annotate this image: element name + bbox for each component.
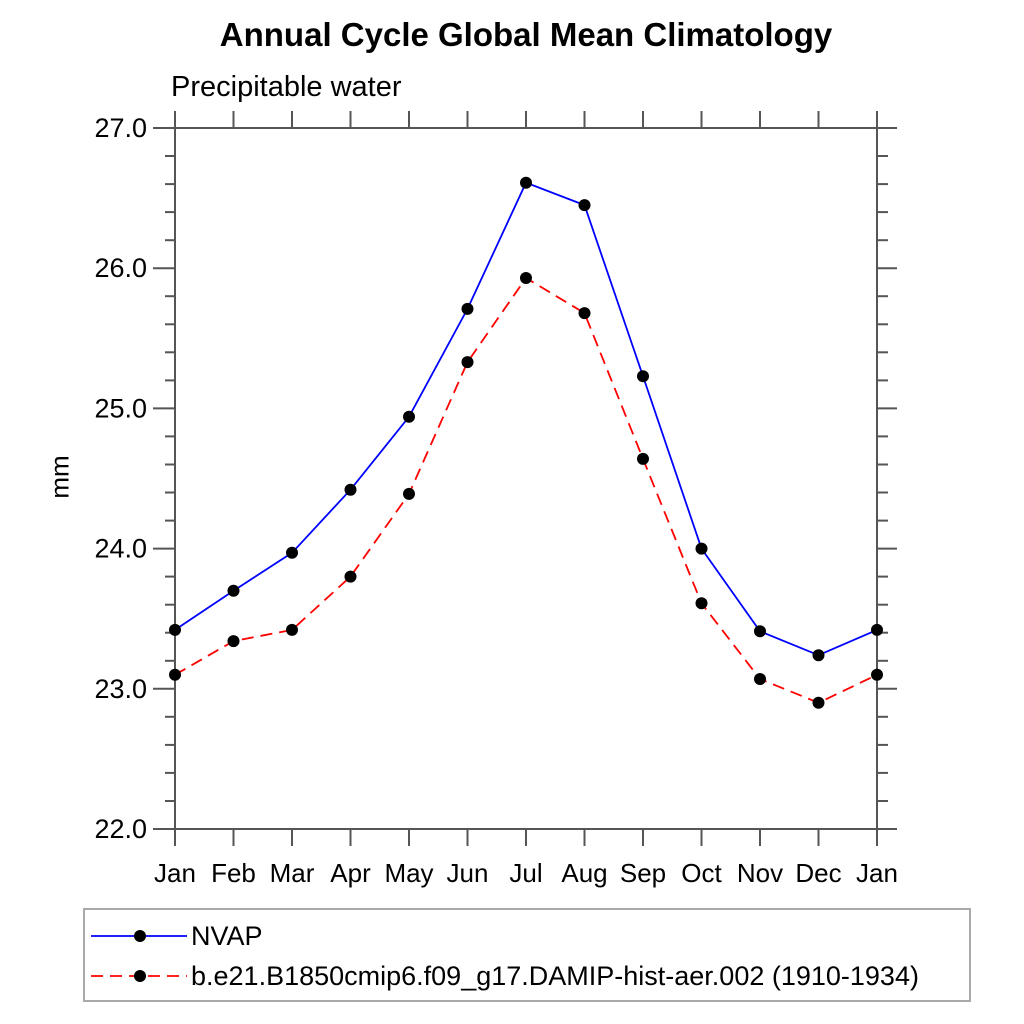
- data-point-series-0: [871, 623, 883, 636]
- data-point-series-1: [344, 570, 357, 583]
- y-tick-label: 25.0: [94, 393, 147, 423]
- plot-frame: [174, 127, 878, 830]
- x-tick-label: Nov: [737, 858, 783, 888]
- y-tick-label: 26.0: [94, 253, 147, 283]
- data-point-series-0: [695, 542, 708, 555]
- data-point-series-0: [461, 302, 474, 315]
- data-point-series-0: [520, 176, 532, 189]
- legend-box: NVAP b.e21.B1850cmip6.f09_g17.DAMIP-hist…: [83, 908, 971, 1002]
- data-point-series-0: [227, 584, 240, 597]
- chart-title: Annual Cycle Global Mean Climatology: [219, 16, 833, 53]
- data-point-series-1: [695, 597, 708, 610]
- series-line-1: [174, 276, 878, 704]
- data-point-series-1: [403, 487, 415, 500]
- data-point-series-1: [637, 452, 649, 465]
- data-point-series-1: [169, 668, 181, 681]
- data-point-series-0: [578, 199, 591, 212]
- data-point-series-0: [403, 410, 415, 423]
- data-point-series-0: [637, 370, 649, 383]
- x-tick-label: Jan: [856, 858, 898, 888]
- x-tick-label: Mar: [270, 858, 315, 888]
- data-point-series-0: [754, 625, 766, 638]
- data-point-series-0: [812, 649, 825, 662]
- data-point-series-1: [812, 696, 825, 709]
- x-tick-label: May: [384, 858, 433, 888]
- x-tick-label: Aug: [561, 858, 607, 888]
- y-tick-label: 27.0: [94, 113, 147, 143]
- data-point-series-0: [286, 546, 298, 559]
- x-tick-label: Apr: [330, 858, 371, 888]
- legend-item-model: b.e21.B1850cmip6.f09_g17.DAMIP-hist-aer.…: [89, 956, 969, 996]
- data-point-series-1: [286, 623, 298, 636]
- x-tick-label: Jan: [154, 858, 196, 888]
- y-tick-label: 24.0: [94, 534, 147, 564]
- data-point-series-1: [227, 635, 240, 648]
- data-point-series-1: [461, 356, 474, 369]
- legend-solid-line-icon: [91, 930, 187, 942]
- x-tick-label: Jun: [447, 858, 489, 888]
- x-tick-label: Feb: [211, 858, 256, 888]
- data-point-series-1: [520, 272, 532, 284]
- data-point-series-1: [578, 307, 591, 320]
- chart-subtitle: Precipitable water: [171, 71, 402, 103]
- x-tick-label: Jul: [509, 858, 542, 888]
- data-point-series-0: [169, 623, 181, 636]
- x-tick-label: Dec: [795, 858, 841, 888]
- data-point-series-1: [871, 668, 883, 681]
- x-tick-label: Oct: [681, 858, 722, 888]
- legend-label-nvap: NVAP: [191, 920, 263, 951]
- legend-dashed-line-icon: [91, 970, 187, 982]
- y-tick-label: 23.0: [94, 674, 147, 704]
- y-tick-label: 22.0: [94, 814, 147, 844]
- legend-item-nvap: NVAP: [89, 916, 969, 956]
- data-point-series-1: [754, 673, 766, 685]
- x-tick-label: Sep: [620, 858, 666, 888]
- data-point-series-0: [344, 483, 357, 496]
- series-line-0: [174, 181, 878, 657]
- legend-label-model: b.e21.B1850cmip6.f09_g17.DAMIP-hist-aer.…: [191, 960, 919, 991]
